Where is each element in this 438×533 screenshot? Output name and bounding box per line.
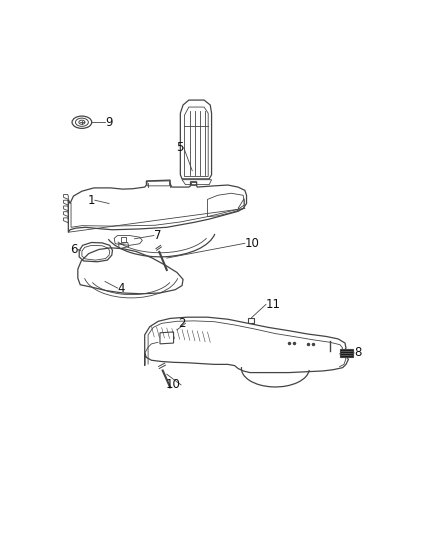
Polygon shape xyxy=(340,349,353,358)
Text: 11: 11 xyxy=(266,298,281,311)
Text: 8: 8 xyxy=(354,346,361,359)
Text: 10: 10 xyxy=(245,237,260,250)
Text: 1: 1 xyxy=(87,193,95,207)
Text: 2: 2 xyxy=(178,317,185,330)
Text: 4: 4 xyxy=(117,281,125,295)
Text: 10: 10 xyxy=(166,378,181,391)
Text: 6: 6 xyxy=(71,243,78,256)
Text: 9: 9 xyxy=(105,116,113,129)
Text: 7: 7 xyxy=(154,229,161,242)
Text: 5: 5 xyxy=(177,141,184,154)
